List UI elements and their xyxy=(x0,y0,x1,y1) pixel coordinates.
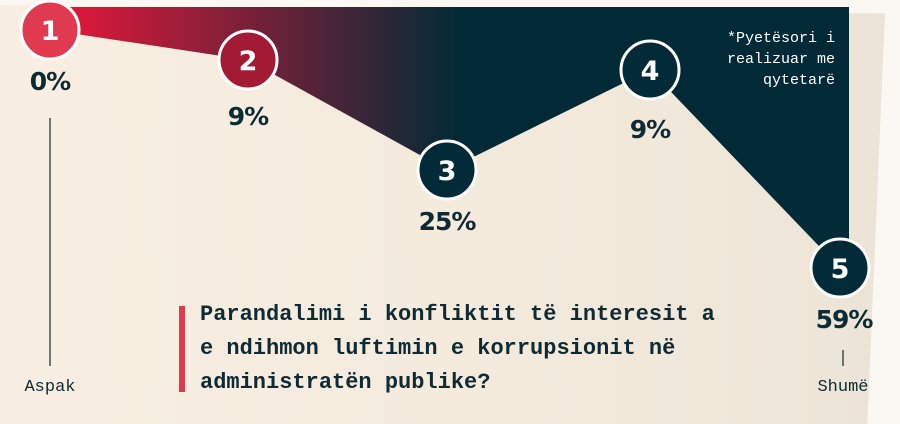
data-point xyxy=(19,0,81,61)
point-number: 3 xyxy=(438,156,457,187)
point-number: 4 xyxy=(641,56,660,87)
area-fill xyxy=(50,7,849,268)
data-label: 25% xyxy=(419,207,477,236)
point-number: 5 xyxy=(831,254,850,285)
data-label: 9% xyxy=(228,102,269,131)
data-label: 9% xyxy=(630,115,671,144)
data-point xyxy=(217,29,279,91)
data-point xyxy=(619,39,681,101)
title-line: administratën publike? xyxy=(200,370,491,395)
note-line: qytetarë xyxy=(763,72,835,89)
data-label: 59% xyxy=(816,305,874,334)
point-number: 1 xyxy=(41,16,60,47)
title-line: e ndihmon luftimin e korrupsionit në xyxy=(200,336,676,361)
data-point xyxy=(809,237,871,299)
data-point xyxy=(416,139,478,201)
axis-label-max: Shumë xyxy=(817,378,868,397)
question-accent-bar xyxy=(179,306,185,392)
point-number: 2 xyxy=(239,46,258,77)
note-line: realizuar me xyxy=(727,51,835,68)
chart-title: Parandalimi i konfliktit të interesit a … xyxy=(200,298,760,400)
note-line: *Pyetësori i xyxy=(727,30,835,47)
axis-label-min: Aspak xyxy=(24,378,75,397)
title-line: Parandalimi i konfliktit të interesit a xyxy=(200,302,715,327)
data-label: 0% xyxy=(30,67,71,96)
